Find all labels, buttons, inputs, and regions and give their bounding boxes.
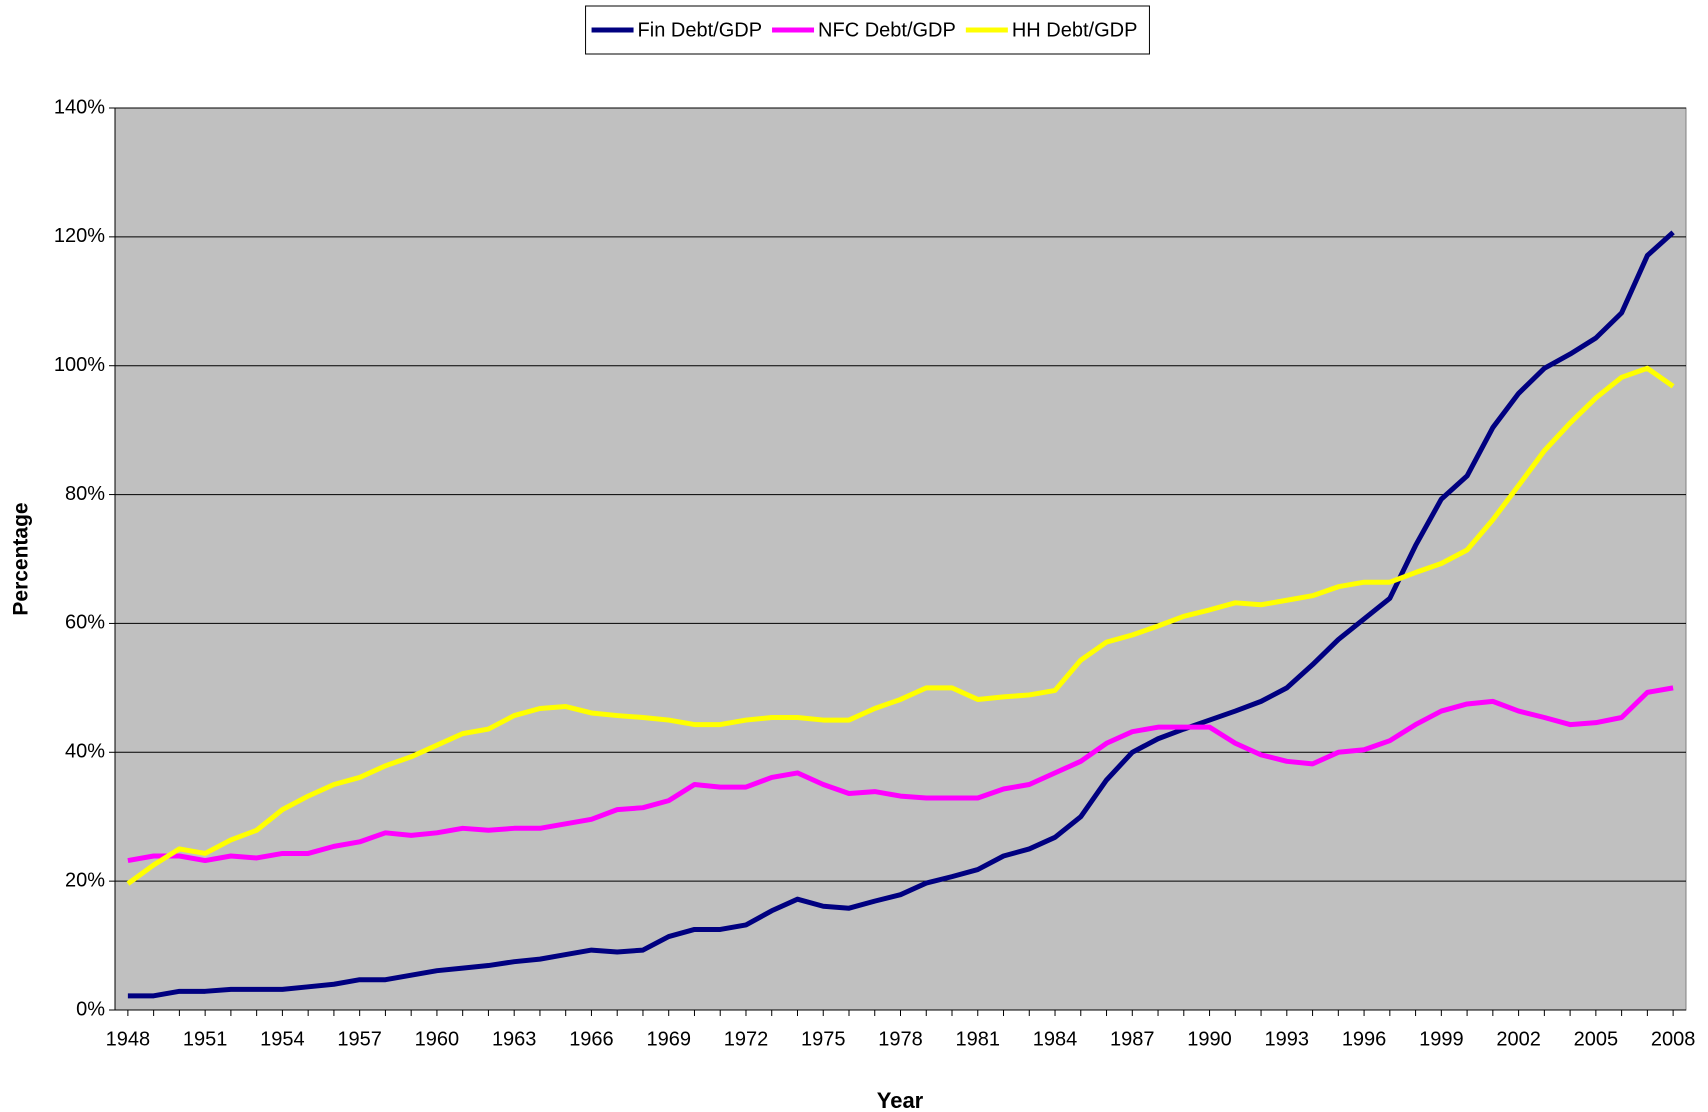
x-tick-label: 1996 [1342, 1028, 1387, 1050]
x-tick-label: 2008 [1651, 1028, 1696, 1050]
x-tick-label: 1975 [801, 1028, 846, 1050]
x-tick-label: 1960 [415, 1028, 460, 1050]
y-tick-label: 40% [65, 741, 105, 763]
x-tick-label: 1972 [724, 1028, 769, 1050]
plot-area [114, 107, 1687, 1011]
y-axis-label: Percentage [10, 502, 33, 615]
x-tick-label: 1987 [1110, 1028, 1155, 1050]
x-tick-label: 1948 [106, 1028, 151, 1050]
legend-label: Fin Debt/GDP [638, 19, 762, 41]
x-tick-label: 1978 [878, 1028, 923, 1050]
x-tick-label: 1993 [1265, 1028, 1310, 1050]
x-tick-label: 1957 [337, 1028, 382, 1050]
x-tick-label: 1981 [956, 1028, 1001, 1050]
y-tick-label: 60% [65, 612, 105, 634]
x-tick-label: 1984 [1033, 1028, 1078, 1050]
legend-label: NFC Debt/GDP [818, 19, 956, 41]
y-tick-label: 20% [65, 869, 105, 891]
data-line [126, 365, 1675, 886]
y-tick-label: 140% [54, 96, 105, 118]
x-tick-label: 1969 [646, 1028, 691, 1050]
legend-box [585, 5, 1150, 55]
legend: Fin Debt/GDP NFC Debt/GDP HH Debt/GDP [585, 5, 1150, 55]
x-tick-label: 1999 [1419, 1028, 1464, 1050]
y-tick-label: 0% [76, 998, 105, 1020]
x-tick-label: 1954 [260, 1028, 305, 1050]
x-tick-label: 2002 [1496, 1028, 1541, 1050]
x-tick-label: 1963 [492, 1028, 537, 1050]
x-axis-label: Year [877, 1088, 924, 1112]
x-tick-label: 2005 [1574, 1028, 1619, 1050]
x-tick-label: 1951 [183, 1028, 228, 1050]
y-tick-label: 80% [65, 483, 105, 505]
data-line [127, 685, 1674, 864]
y-tick-label: 120% [54, 225, 105, 247]
data-line [127, 230, 1675, 999]
x-tick-label: 1990 [1187, 1028, 1232, 1050]
y-tick-label: 100% [54, 354, 105, 376]
x-tick-label: 1966 [569, 1028, 614, 1050]
legend-label: HH Debt/GDP [1012, 19, 1138, 41]
